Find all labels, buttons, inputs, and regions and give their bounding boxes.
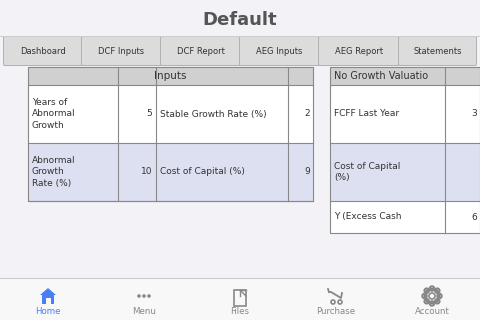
FancyBboxPatch shape <box>240 36 320 66</box>
FancyBboxPatch shape <box>82 36 161 66</box>
Text: 5: 5 <box>146 109 152 118</box>
Text: Abnormal
Growth
Rate (%): Abnormal Growth Rate (%) <box>32 156 76 188</box>
Text: 9: 9 <box>304 167 310 177</box>
Text: Years of
Abnormal
Growth: Years of Abnormal Growth <box>32 98 76 130</box>
Bar <box>28 143 313 201</box>
Bar <box>234 290 246 306</box>
FancyBboxPatch shape <box>319 36 399 66</box>
Circle shape <box>137 294 141 298</box>
Bar <box>438 294 441 298</box>
Text: 3: 3 <box>471 109 477 118</box>
Bar <box>28 67 313 85</box>
Text: Account: Account <box>415 307 449 316</box>
Bar <box>330 201 480 233</box>
Bar <box>423 294 426 298</box>
Bar <box>330 143 480 201</box>
Text: 2: 2 <box>304 109 310 118</box>
Circle shape <box>142 294 146 298</box>
Bar <box>42 294 54 304</box>
Bar <box>436 300 439 303</box>
FancyBboxPatch shape <box>3 36 83 66</box>
Bar <box>330 67 480 233</box>
Bar <box>431 302 433 305</box>
Text: Purchase: Purchase <box>316 307 356 316</box>
Bar <box>436 289 439 292</box>
Text: DCF Inputs: DCF Inputs <box>98 46 144 55</box>
Text: No Growth Valuatio: No Growth Valuatio <box>334 71 428 81</box>
Bar <box>330 85 480 143</box>
Text: Cost of Capital
(%): Cost of Capital (%) <box>334 162 400 182</box>
Text: FCFF Last Year: FCFF Last Year <box>334 109 399 118</box>
Text: Statements: Statements <box>413 46 462 55</box>
Text: AEG Report: AEG Report <box>335 46 383 55</box>
Text: 6: 6 <box>471 212 477 221</box>
Bar <box>46 298 50 304</box>
Bar <box>330 67 480 85</box>
Text: Default: Default <box>203 11 277 29</box>
Circle shape <box>429 293 435 299</box>
Text: 10: 10 <box>141 167 152 177</box>
Text: Inputs: Inputs <box>154 71 187 81</box>
Bar <box>431 287 433 290</box>
Bar <box>425 289 428 292</box>
Bar <box>28 85 313 143</box>
Text: Files: Files <box>230 307 250 316</box>
FancyBboxPatch shape <box>160 36 240 66</box>
Text: Stable Growth Rate (%): Stable Growth Rate (%) <box>160 109 266 118</box>
Text: Menu: Menu <box>132 307 156 316</box>
Polygon shape <box>40 288 56 295</box>
Bar <box>0 278 480 320</box>
Bar <box>28 67 313 201</box>
Text: Dashboard: Dashboard <box>20 46 66 55</box>
Circle shape <box>147 294 151 298</box>
Text: Y (Excess Cash: Y (Excess Cash <box>334 212 401 221</box>
Text: Home: Home <box>35 307 61 316</box>
Text: AEG Inputs: AEG Inputs <box>256 46 303 55</box>
Text: Cost of Capital (%): Cost of Capital (%) <box>160 167 245 177</box>
Text: DCF Report: DCF Report <box>177 46 225 55</box>
Bar <box>425 300 428 303</box>
FancyBboxPatch shape <box>398 36 477 66</box>
